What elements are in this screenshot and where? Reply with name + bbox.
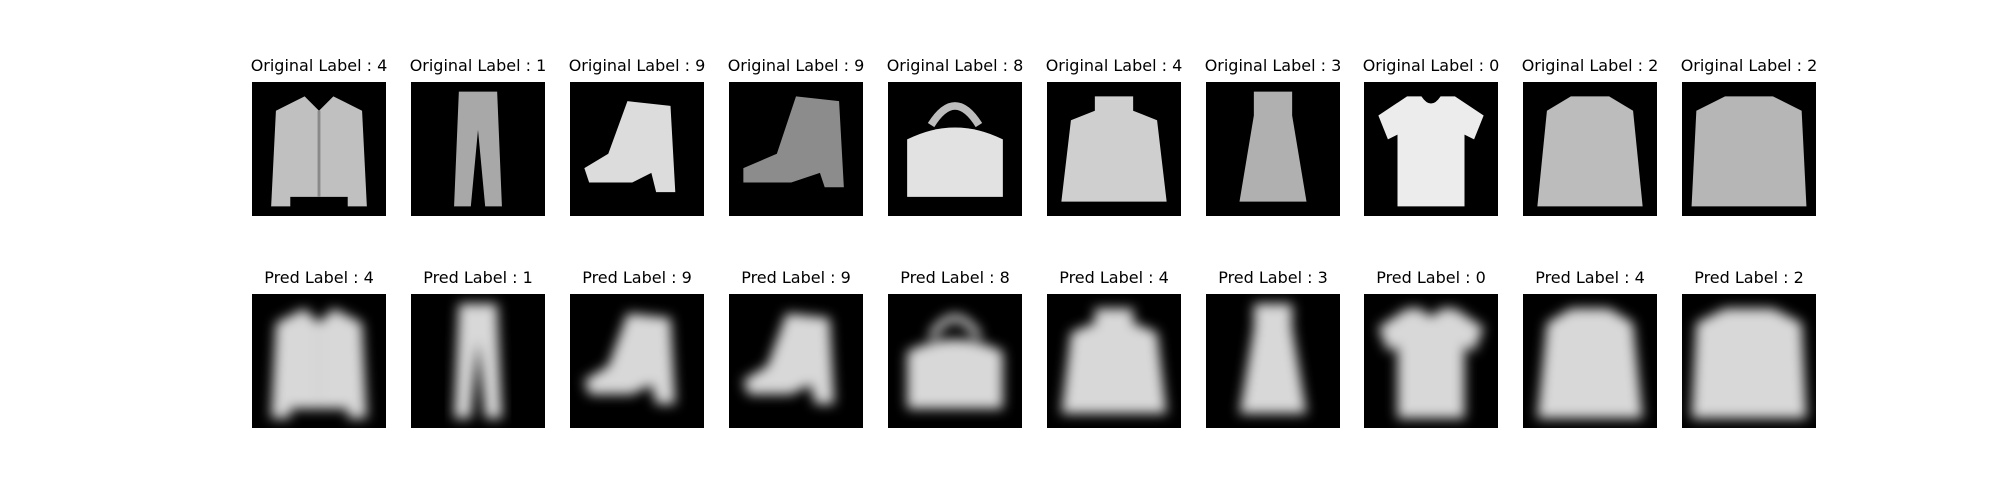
thumbnail-bag (888, 294, 1022, 428)
garment-shape (1378, 308, 1484, 419)
garment-shape (1239, 91, 1307, 202)
original-label-title: Original Label : 4 (250, 56, 388, 75)
thumbnail-pullover-wide (1682, 82, 1816, 216)
predicted-label-title: Pred Label : 4 (1535, 268, 1645, 287)
original-label-title: Original Label : 8 (886, 56, 1024, 75)
thumbnail-coat-high-neck (1047, 294, 1181, 428)
garment-shape (1691, 96, 1807, 207)
thumbnail-coat-high-neck (1047, 82, 1181, 216)
garment-shape (1378, 96, 1484, 207)
thumbnail-pullover (1523, 82, 1657, 216)
garment-shape (584, 313, 676, 405)
garment-shape (1061, 96, 1167, 202)
thumbnail-ankle-boot (729, 294, 863, 428)
original-label-title: Original Label : 1 (409, 56, 547, 75)
thumbnail-dress (1206, 82, 1340, 216)
predicted-label-title: Pred Label : 8 (900, 268, 1010, 287)
thumbnail-ankle-boot (570, 294, 704, 428)
thumbnail-tshirt (1364, 294, 1498, 428)
garment-shape (271, 308, 367, 419)
thumbnail-ankle-boot-dark (729, 82, 863, 216)
original-label-title: Original Label : 0 (1362, 56, 1500, 75)
predicted-label-title: Pred Label : 2 (1694, 268, 1804, 287)
thumbnail-coat (252, 82, 386, 216)
predicted-label-title: Pred Label : 9 (741, 268, 851, 287)
garment-shape (907, 314, 1003, 409)
predicted-label-title: Pred Label : 3 (1218, 268, 1328, 287)
garment-shape (743, 313, 835, 405)
predicted-label-title: Pred Label : 1 (423, 268, 533, 287)
thumbnail-coat (252, 294, 386, 428)
predicted-label-title: Pred Label : 9 (582, 268, 692, 287)
original-label-title: Original Label : 9 (727, 56, 865, 75)
original-label-title: Original Label : 2 (1680, 56, 1818, 75)
garment-shape (907, 102, 1003, 197)
original-label-title: Original Label : 2 (1521, 56, 1659, 75)
thumbnail-tshirt (1364, 82, 1498, 216)
garment-shape (1239, 303, 1307, 414)
original-label-title: Original Label : 3 (1204, 56, 1342, 75)
thumbnail-ankle-boot (570, 82, 704, 216)
garment-shape (584, 101, 676, 193)
thumbnail-trouser (411, 82, 545, 216)
thumbnail-dress (1206, 294, 1340, 428)
garment-shape (1061, 308, 1167, 414)
thumbnail-pullover (1523, 294, 1657, 428)
original-label-title: Original Label : 9 (568, 56, 706, 75)
garment-shape (271, 96, 367, 207)
predicted-label-title: Pred Label : 4 (264, 268, 374, 287)
original-label-title: Original Label : 4 (1045, 56, 1183, 75)
thumbnail-trouser (411, 294, 545, 428)
garment-shape (1691, 308, 1807, 419)
garment-shape (454, 91, 502, 207)
garment-shape (454, 303, 502, 419)
predicted-label-title: Pred Label : 0 (1376, 268, 1486, 287)
garment-shape (743, 96, 844, 188)
thumbnail-bag (888, 82, 1022, 216)
thumbnail-pullover-wide (1682, 294, 1816, 428)
garment-shape (1537, 308, 1643, 419)
garment-shape (1537, 96, 1643, 207)
predicted-label-title: Pred Label : 4 (1059, 268, 1169, 287)
